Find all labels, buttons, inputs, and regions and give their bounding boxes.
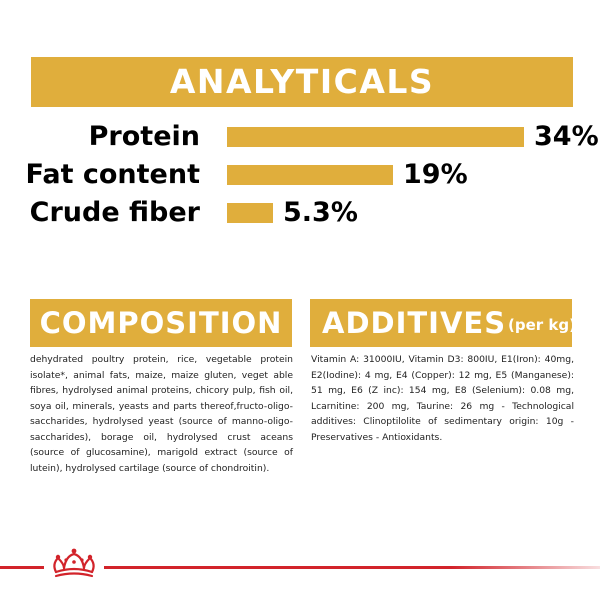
row-bar-fiber bbox=[227, 203, 273, 223]
additives-text: Vitamin A: 31000IU, Vitamin D3: 800IU, E… bbox=[311, 354, 574, 443]
row-label-fat: Fat content bbox=[25, 159, 200, 190]
composition-text: dehydrated poultry protein, rice, vegeta… bbox=[30, 354, 293, 474]
additives-header: ADDITIVES (per kg) bbox=[310, 299, 576, 347]
crown-logo-icon bbox=[53, 548, 95, 578]
row-value-protein: 34% bbox=[534, 121, 599, 152]
analyticals-banner: ANALYTICALS CONSTITUENTS bbox=[31, 57, 573, 151]
analyticals-title: ANALYTICALS CONSTITUENTS bbox=[151, 62, 452, 151]
composition-header: COMPOSITION bbox=[30, 299, 292, 347]
footer-divider-left bbox=[0, 566, 44, 569]
row-label-protein: Protein bbox=[88, 121, 200, 152]
row-bar-fat bbox=[227, 165, 393, 185]
composition-title: COMPOSITION bbox=[39, 306, 283, 340]
row-value-fiber: 5.3% bbox=[283, 197, 358, 228]
row-value-fat: 19% bbox=[403, 159, 468, 190]
additives-subtitle: (per kg) bbox=[508, 316, 576, 334]
row-label-fiber: Crude fiber bbox=[29, 197, 200, 228]
row-bar-protein bbox=[227, 127, 524, 147]
additives-title: ADDITIVES bbox=[322, 306, 507, 340]
footer-divider-right bbox=[104, 566, 600, 569]
